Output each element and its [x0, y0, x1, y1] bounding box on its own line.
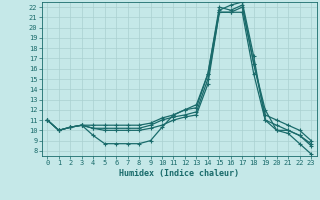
X-axis label: Humidex (Indice chaleur): Humidex (Indice chaleur) — [119, 169, 239, 178]
